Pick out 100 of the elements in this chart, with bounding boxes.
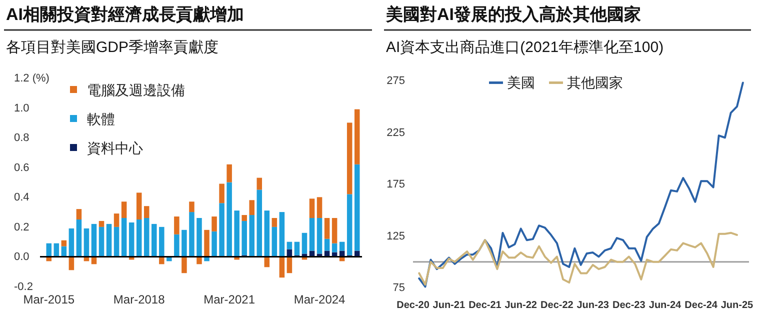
x-tick-label: Mar-2021 — [204, 292, 256, 307]
bar — [279, 212, 285, 257]
bar — [106, 224, 112, 257]
chart-subtitle: AI資本支出商品進口(2021年標準化至100) — [386, 39, 664, 56]
bar — [309, 198, 315, 218]
bar — [114, 226, 120, 257]
bar — [226, 164, 232, 182]
bar — [159, 256, 164, 264]
chart-title: AI相關投資對經濟成長貢獻增加 — [6, 5, 244, 24]
bar — [256, 178, 262, 190]
x-tick-label: Dec-24 — [684, 300, 718, 312]
bar — [339, 242, 345, 251]
bar — [249, 200, 254, 216]
bar — [346, 122, 352, 194]
bar — [136, 192, 142, 220]
bar — [204, 230, 210, 257]
bar — [98, 226, 104, 257]
bar — [354, 109, 360, 164]
bar — [152, 224, 157, 257]
y-tick-label: 1.2 (%) — [14, 72, 50, 85]
y-tick-label: 0.0 — [14, 251, 30, 264]
legend-label: 軟體 — [87, 110, 115, 127]
bar — [294, 242, 300, 256]
x-tick-label: Jun-25 — [720, 300, 754, 312]
bar — [219, 203, 224, 257]
bar — [98, 220, 104, 227]
bar — [286, 256, 292, 274]
bar — [249, 215, 254, 257]
bar — [212, 216, 217, 232]
bar — [174, 216, 180, 234]
bar — [324, 238, 330, 251]
y-tick-label: 0.8 — [14, 132, 30, 144]
y-tick-label: 275 — [386, 75, 405, 88]
x-tick-label: Dec-23 — [612, 300, 646, 312]
bar — [68, 228, 74, 257]
bar — [121, 202, 127, 218]
bar — [316, 197, 322, 218]
bar — [128, 222, 134, 257]
y-tick-label: 175 — [386, 178, 405, 191]
bar — [189, 202, 194, 212]
bar — [332, 243, 338, 252]
bar — [346, 194, 352, 256]
chart-title: 美國對AI發展的投入高於其他國家 — [385, 5, 641, 24]
bar — [264, 210, 270, 257]
x-tick-label: Mar-2018 — [113, 292, 166, 307]
bar — [136, 219, 142, 257]
bar — [76, 209, 82, 220]
bar — [279, 256, 285, 278]
bar — [316, 218, 322, 254]
bar — [212, 231, 217, 257]
bar — [121, 218, 127, 257]
bar — [189, 212, 194, 257]
bar — [309, 218, 315, 251]
x-tick-label: Mar-2024 — [294, 292, 346, 307]
bar — [144, 218, 150, 257]
bar — [234, 210, 240, 257]
bar — [182, 256, 187, 274]
bar — [196, 256, 202, 264]
legend-label: 其他國家 — [567, 74, 623, 91]
bar — [144, 206, 150, 218]
y-tick-label: 125 — [386, 230, 405, 242]
y-tick-label: -0.2 — [14, 281, 33, 294]
bar — [91, 224, 97, 257]
legend-label: 電腦及週邊設備 — [87, 82, 185, 98]
line-series — [418, 232, 738, 286]
bar — [332, 218, 338, 244]
x-tick-label: Mar-2015 — [23, 292, 75, 307]
x-tick-label: Jun-24 — [648, 300, 682, 312]
x-tick-label: Dec-22 — [540, 300, 574, 312]
bar — [286, 242, 292, 250]
bar — [219, 184, 224, 204]
bar — [114, 214, 120, 227]
bar — [174, 234, 180, 257]
bar — [84, 228, 90, 257]
bar — [354, 164, 360, 251]
bar — [256, 190, 262, 257]
y-tick-label: 0.4 — [14, 192, 30, 204]
bar — [272, 226, 278, 257]
y-tick-label: 0.6 — [14, 162, 30, 174]
bar — [242, 215, 247, 221]
bar — [226, 182, 232, 257]
bar — [302, 232, 308, 254]
bar — [242, 220, 247, 256]
bar — [76, 219, 82, 257]
x-tick-label: Jun-23 — [576, 300, 610, 312]
y-tick-label: 75 — [392, 282, 405, 294]
bar — [272, 218, 278, 227]
y-tick-label: 225 — [386, 126, 405, 139]
x-tick-label: Dec-20 — [396, 300, 430, 312]
bar — [324, 218, 330, 239]
x-tick-label: Dec-21 — [468, 300, 502, 312]
x-tick-label: Jun-22 — [504, 300, 538, 312]
bar — [159, 226, 164, 257]
chart-subtitle: 各項目對美國GDP季增率貢獻度 — [6, 39, 219, 56]
bar — [196, 218, 202, 257]
y-tick-label: 0.2 — [14, 221, 30, 234]
legend-label: 資料中心 — [87, 140, 143, 156]
x-tick-label: Jun-21 — [432, 300, 466, 312]
y-tick-label: 1.0 — [14, 102, 30, 114]
bar — [61, 240, 67, 246]
